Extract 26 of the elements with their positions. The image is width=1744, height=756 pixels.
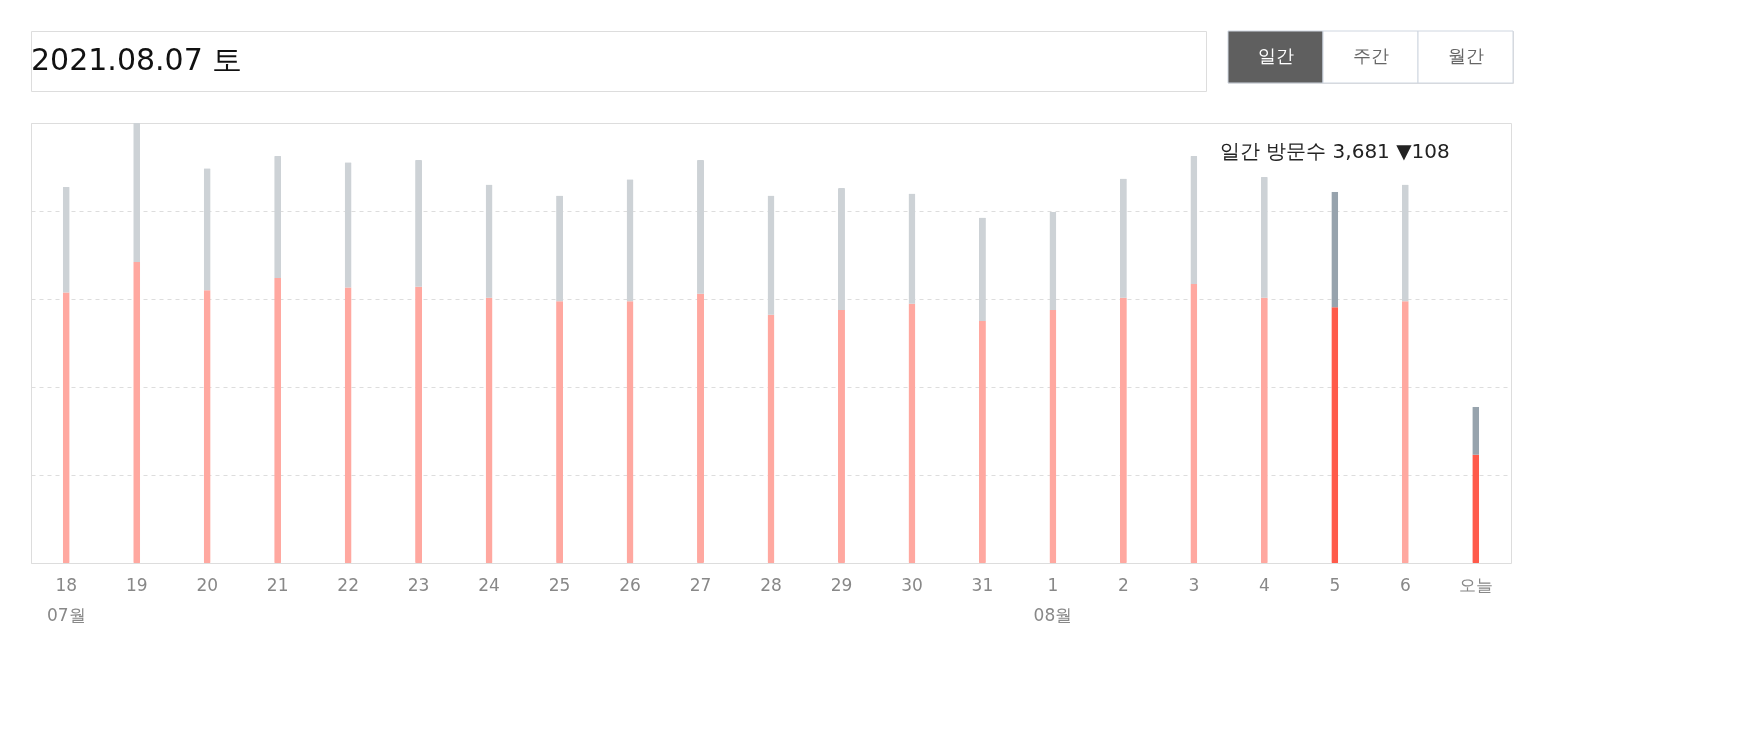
x-tick-label: 2 [1117,574,1129,595]
x-tick-label: 19 [125,574,148,595]
x-tick-label: 23 [407,574,430,595]
x-tick-label: 26 [619,574,641,595]
x-tick-label: 22 [337,574,359,595]
x-tick-label: 31 [971,574,994,595]
text: 월간 [1447,45,1484,66]
x-tick-label: 18 07월 [46,574,86,625]
x-tick-label: 20 [196,574,219,595]
x-tick-label: 28 [760,574,782,595]
x-tick-label: 24 [478,574,500,595]
x-tick-label: 21 [266,574,289,595]
x-tick-label: 27 [689,574,712,595]
x-tick-label: 25 [548,574,571,595]
x-tick-label: 6 [1399,574,1411,595]
x-tick-label: 5 [1329,574,1341,595]
text: 주간 [1352,45,1389,66]
x-tick-label: 오늘 [1458,574,1493,595]
x-tick-label: 1 08월 [1033,574,1073,625]
chart-title: 2021.08.07 토 [31,42,243,77]
text: 일간 [1257,45,1294,66]
annotation: 일간 방문수 3,681 ▼108 [1219,138,1450,163]
x-tick-label: 30 [901,574,923,595]
x-tick-label: 4 [1258,574,1270,595]
x-tick-label: 3 [1188,574,1200,595]
x-tick-label: 29 [830,574,853,595]
